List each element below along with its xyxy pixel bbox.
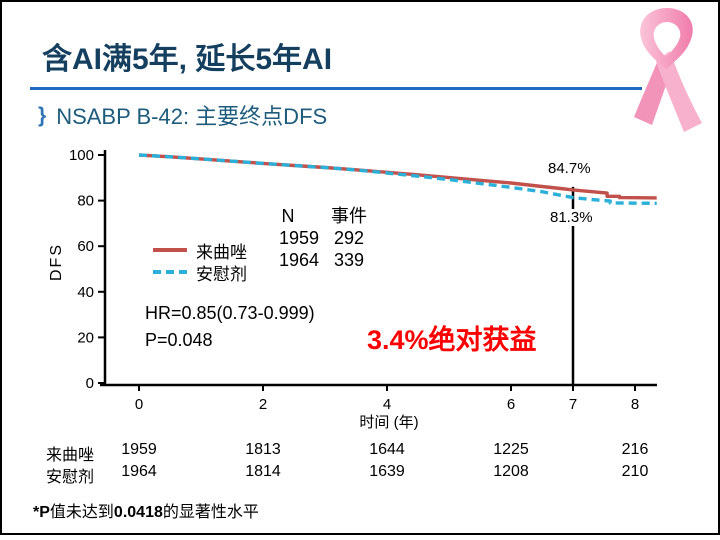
y-axis-title: DFS (48, 243, 65, 281)
y-tick-label: 20 (77, 329, 94, 346)
atrisk-value: 210 (621, 463, 649, 480)
placebo-rate-label: 81.3% (548, 209, 595, 226)
footnote-threshold: 0.0418 (113, 504, 163, 521)
footnote-text: 的显著性水平 (162, 504, 259, 521)
p-value-text: P=0.048 (145, 330, 213, 350)
atrisk-row-label: 安慰剂 (46, 469, 95, 486)
footnote-p: *P (33, 504, 50, 521)
x-tick-label: 8 (631, 396, 639, 413)
x-tick-label: 4 (383, 396, 391, 413)
legend-label: 来曲唑 (196, 242, 247, 262)
y-tick-label: 0 (86, 375, 94, 392)
atrisk-value: 1208 (493, 463, 529, 480)
letrozole-events: 292 (333, 228, 365, 248)
atrisk-value: 1964 (121, 463, 157, 480)
y-tick-label: 60 (77, 238, 94, 255)
placebo-n: 1964 (278, 250, 319, 270)
y-tick-label: 80 (77, 193, 94, 210)
ribbon-right-tail (656, 51, 702, 132)
letrozole-n: 1959 (278, 228, 319, 248)
absolute-benefit-text: 3.4%绝对获益 (367, 325, 537, 355)
placebo-line-swatch (153, 270, 187, 274)
atrisk-value: 1225 (493, 441, 529, 458)
x-axis-title: 时间 (年) (359, 414, 419, 431)
table-header: N 事件 (253, 205, 375, 227)
pink-ribbon-icon (634, 8, 702, 132)
n-events-table: N 事件 1959 292 1964 339 (253, 205, 375, 271)
x-tick-label: 7 (569, 396, 577, 413)
atrisk-value: 1959 (121, 441, 157, 458)
legend-item-letrozole: 来曲唑 (153, 239, 247, 262)
x-tick-label: 6 (507, 396, 515, 413)
subtitle-row: } NSABP B-42: 主要终点DFS (38, 103, 327, 131)
atrisk-value: 1639 (369, 463, 405, 480)
footnote-text: 值未达到 (49, 504, 114, 521)
placebo-curve (138, 153, 657, 205)
x-tick-label: 2 (259, 396, 267, 413)
y-tick-label: 40 (77, 284, 94, 301)
title-divider (30, 87, 642, 90)
legend: 来曲唑 安慰剂 (153, 239, 247, 284)
subtitle: NSABP B-42: 主要终点DFS (56, 104, 328, 129)
hazard-ratio-text: HR=0.85(0.73-0.999) (145, 303, 315, 323)
atrisk-value: 1813 (245, 441, 281, 458)
page-title: 含AI满5年, 延长5年AI (42, 43, 333, 76)
letrozole-rate-label: 84.7% (548, 160, 591, 177)
y-tick-label: 100 (69, 147, 94, 164)
atrisk-value: 1814 (245, 463, 281, 480)
ribbon-loop (640, 8, 693, 69)
footnote: *P值未达到0.0418的显著性水平 (33, 498, 259, 522)
header-n: N (281, 206, 295, 226)
table-row: 1964 339 (253, 249, 375, 271)
placebo-events: 339 (333, 250, 365, 270)
atrisk-row-label: 来曲唑 (46, 447, 95, 464)
atrisk-value: 1644 (369, 441, 405, 458)
legend-label: 安慰剂 (196, 264, 247, 284)
legend-item-placebo: 安慰剂 (153, 261, 247, 284)
table-row: 1959 292 (253, 227, 375, 249)
bullet-icon: } (38, 104, 47, 127)
letrozole-line-swatch (153, 248, 187, 252)
atrisk-value: 216 (621, 441, 649, 458)
x-tick-label: 0 (135, 396, 143, 413)
header-events: 事件 (331, 206, 367, 226)
